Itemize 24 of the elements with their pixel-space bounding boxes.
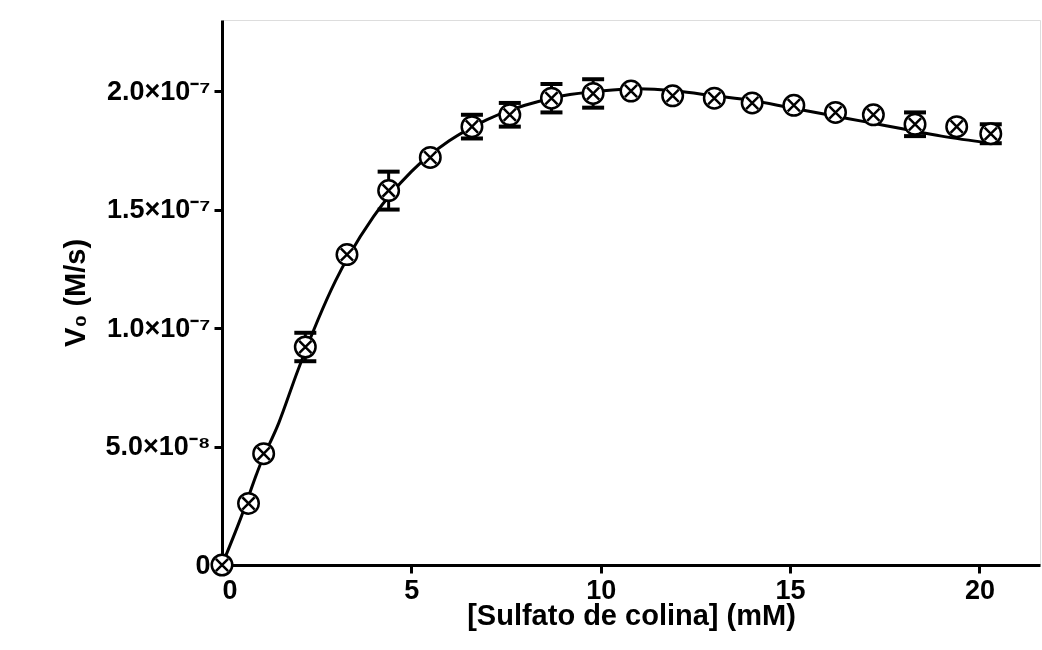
point (377, 179, 401, 203)
point (539, 86, 563, 110)
point (237, 491, 261, 515)
point (661, 84, 685, 108)
x-tick-label: 5 (404, 574, 420, 605)
point (782, 93, 806, 117)
y-tick-label: 2.0×10⁻⁷ (107, 75, 211, 106)
point (293, 335, 317, 359)
point (252, 442, 276, 466)
point (861, 103, 885, 127)
point (824, 100, 847, 124)
x-tick-label: 0 (222, 574, 238, 605)
x-axis-title: [Sulfato de colina] (mM) (467, 598, 796, 631)
x-tick-label: 20 (964, 574, 995, 605)
point (945, 115, 969, 139)
point (418, 145, 442, 169)
point (335, 243, 359, 267)
point (619, 79, 643, 103)
y-tick-label: 5.0×10⁻⁸ (105, 431, 211, 462)
y-axis-title: V₀ (M/s) (59, 238, 92, 348)
y-tick-label: 0 (195, 549, 211, 580)
y-tick-label: 1.0×10⁻⁷ (107, 312, 211, 343)
y-tick-label: 1.5×10⁻⁷ (107, 194, 211, 225)
point (581, 81, 605, 105)
